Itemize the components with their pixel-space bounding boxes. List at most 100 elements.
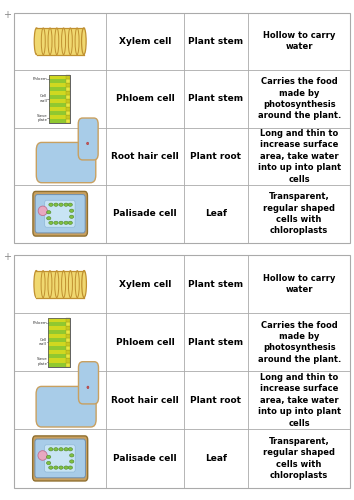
Ellipse shape <box>70 454 74 457</box>
Text: Plant stem: Plant stem <box>188 338 244 346</box>
Ellipse shape <box>59 448 63 451</box>
Ellipse shape <box>38 450 47 460</box>
Bar <box>66 350 70 354</box>
Text: Xylem cell: Xylem cell <box>119 37 171 46</box>
Bar <box>48 74 66 78</box>
Ellipse shape <box>68 448 73 451</box>
Text: Root hair cell: Root hair cell <box>111 396 179 405</box>
Bar <box>48 82 66 86</box>
Ellipse shape <box>49 203 53 206</box>
Ellipse shape <box>46 462 51 464</box>
Bar <box>48 74 70 123</box>
Text: Palisade cell: Palisade cell <box>113 209 177 218</box>
Text: Long and thin to
increase surface
area, take water
into up into plant
cells: Long and thin to increase surface area, … <box>258 129 341 184</box>
Bar <box>66 103 70 107</box>
Text: Carries the food
made by
photosynthesis
around the plant.: Carries the food made by photosynthesis … <box>257 320 341 364</box>
Bar <box>48 78 66 82</box>
Ellipse shape <box>54 448 58 451</box>
Ellipse shape <box>68 466 73 469</box>
Bar <box>48 318 66 322</box>
Bar <box>48 342 66 346</box>
Bar <box>48 86 66 90</box>
Text: Phloem: Phloem <box>33 78 47 82</box>
Text: Phloem cell: Phloem cell <box>116 94 175 104</box>
Bar <box>48 362 66 366</box>
Text: Root hair cell: Root hair cell <box>111 152 179 161</box>
Bar <box>48 318 70 366</box>
Bar <box>48 334 66 338</box>
Bar <box>48 111 66 115</box>
Ellipse shape <box>34 28 39 54</box>
Bar <box>66 330 70 334</box>
Bar <box>36 28 84 54</box>
Text: Leaf: Leaf <box>205 454 227 463</box>
Text: Carries the food
made by
photosynthesis
around the plant.: Carries the food made by photosynthesis … <box>257 77 341 120</box>
Text: Cell
wall: Cell wall <box>40 94 47 103</box>
Bar <box>66 346 70 350</box>
Bar <box>48 107 66 111</box>
Text: Phloem: Phloem <box>32 320 47 324</box>
Ellipse shape <box>64 203 68 206</box>
Bar <box>66 326 70 330</box>
Ellipse shape <box>69 215 74 218</box>
Bar <box>48 358 66 362</box>
Bar <box>48 326 66 330</box>
Ellipse shape <box>49 221 53 224</box>
Text: Cell
wall: Cell wall <box>39 338 47 346</box>
Ellipse shape <box>46 456 51 458</box>
Bar <box>66 342 70 346</box>
Bar <box>66 362 70 366</box>
Text: Plant root: Plant root <box>190 152 241 161</box>
Text: Transparent,
regular shaped
cells with
chloroplasts: Transparent, regular shaped cells with c… <box>263 192 335 236</box>
Bar <box>66 334 70 338</box>
Ellipse shape <box>34 270 39 297</box>
Bar <box>66 86 70 90</box>
Bar <box>66 119 70 123</box>
Ellipse shape <box>64 448 68 451</box>
Bar <box>48 99 66 103</box>
Bar <box>66 338 70 342</box>
Ellipse shape <box>70 460 74 463</box>
Text: Transparent,
regular shaped
cells with
chloroplasts: Transparent, regular shaped cells with c… <box>263 437 335 480</box>
Bar <box>66 115 70 119</box>
Bar <box>48 350 66 354</box>
Bar <box>66 74 70 78</box>
Ellipse shape <box>54 466 58 469</box>
FancyBboxPatch shape <box>79 362 98 404</box>
Bar <box>48 90 66 94</box>
FancyBboxPatch shape <box>35 439 85 478</box>
Text: Sieve
plate: Sieve plate <box>36 114 47 122</box>
Bar <box>66 354 70 358</box>
FancyBboxPatch shape <box>33 436 88 481</box>
Ellipse shape <box>59 221 63 224</box>
Text: Plant root: Plant root <box>190 396 241 405</box>
Bar <box>48 322 66 326</box>
Text: Plant stem: Plant stem <box>188 280 244 288</box>
Bar <box>36 270 84 297</box>
Bar <box>48 103 66 107</box>
Text: Sieve
plate: Sieve plate <box>36 358 47 366</box>
Text: +: + <box>2 10 11 20</box>
Bar <box>66 358 70 362</box>
Bar <box>66 99 70 103</box>
Ellipse shape <box>49 466 53 469</box>
Bar <box>48 318 70 366</box>
Text: Xylem cell: Xylem cell <box>119 280 171 288</box>
Bar <box>14 255 350 488</box>
Bar <box>66 82 70 86</box>
Text: Hollow to carry
water: Hollow to carry water <box>263 274 335 294</box>
Bar <box>48 115 66 119</box>
Bar <box>14 12 350 242</box>
Ellipse shape <box>47 210 51 214</box>
Text: Plant stem: Plant stem <box>188 94 244 104</box>
Ellipse shape <box>54 203 58 206</box>
FancyBboxPatch shape <box>35 194 85 233</box>
Text: +: + <box>2 252 11 262</box>
Ellipse shape <box>59 466 63 469</box>
FancyBboxPatch shape <box>36 386 96 427</box>
Text: Hollow to carry
water: Hollow to carry water <box>263 31 335 52</box>
Ellipse shape <box>68 221 72 224</box>
Text: Long and thin to
increase surface
area, take water
into up into plant
cells: Long and thin to increase surface area, … <box>258 373 341 428</box>
Bar <box>66 111 70 115</box>
Ellipse shape <box>68 203 72 206</box>
